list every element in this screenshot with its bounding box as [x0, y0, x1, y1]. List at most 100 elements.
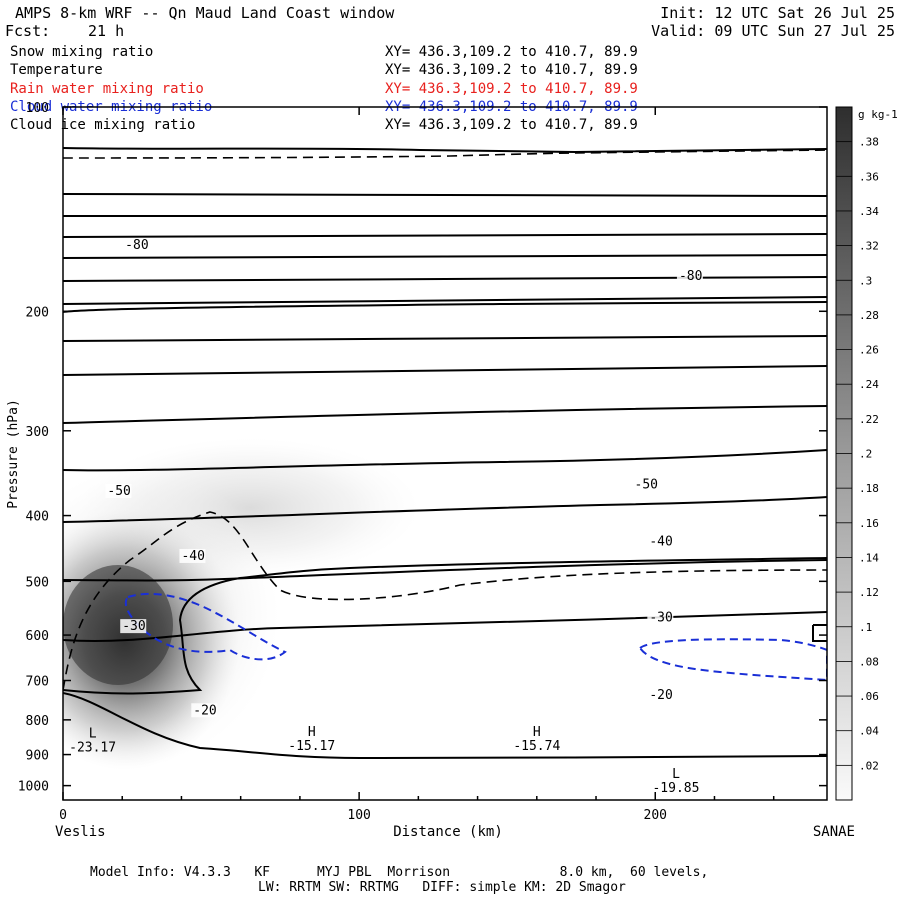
cloud-water-region-west [124, 592, 287, 661]
y-tick-label: 900 [26, 749, 49, 764]
y-axis-title: Pressure (hPa) [6, 399, 21, 509]
dashed-contour-upper [63, 149, 827, 159]
field-name-rain: Rain water mixing ratio [10, 81, 204, 97]
colorbar-units: g kg-1 [858, 108, 898, 121]
fcst-label: Fcst: [5, 22, 51, 40]
contour-label-bg [123, 238, 150, 253]
chart-title: AMPS 8-km WRF -- Qn Maud Land Coast wind… [15, 4, 395, 22]
isotherm [63, 496, 827, 523]
contour-label: -80 [125, 238, 148, 253]
contour-label-bg [647, 687, 674, 702]
contour-label: -40 [649, 535, 672, 550]
contour-label-bg [120, 619, 147, 634]
colorbar-tick-label: .06 [859, 690, 879, 703]
model-info-line1: Model Info: V4.3.3 KF MYJ PBL Morrison 8… [90, 865, 709, 880]
dashed-contour-ice-envelope [63, 511, 827, 691]
isotherm [63, 405, 827, 424]
isotherm [63, 193, 827, 197]
isotherm-minus-30 [63, 449, 827, 472]
x-axis-title: Distance (km) [393, 824, 503, 840]
field-xy-snow: XY= 436.3,109.2 to 410.7, 89.9 [385, 44, 638, 60]
isotherm [63, 276, 827, 282]
contour-label-bg [647, 610, 674, 625]
y-tick-label: 400 [26, 510, 49, 525]
snow-shade-maximum [63, 565, 173, 685]
y-tick-label: 600 [26, 629, 49, 644]
contour-label: -80 [679, 269, 702, 284]
extremum-marker: H [533, 725, 541, 740]
x-axis-ticks [62, 107, 775, 800]
contour-label: -20 [649, 688, 672, 703]
y-tick-label: 500 [26, 575, 49, 590]
extremum-marker: L [672, 767, 680, 782]
extremum-marker: L [89, 727, 97, 742]
contour-label: -20 [193, 703, 216, 718]
y-tick-label: 300 [26, 425, 49, 440]
cloud-water-region-east [638, 638, 827, 682]
colorbar-tick-label: .36 [859, 170, 879, 183]
fcst-value: 21 h [88, 22, 125, 40]
isotherm [63, 215, 827, 218]
field-name-snow: Snow mixing ratio [10, 44, 154, 60]
valid-time: Valid: 09 UTC Sun 27 Jul 25 [651, 22, 895, 40]
colorbar-ticks: .02 .04 .06 .08 .1 .12 .14 .16 .18 .2 .22 .24 .26 .28… [836, 136, 879, 772]
colorbar-tick-label: .22 [859, 413, 879, 426]
extrema-labels: L-23.17H-15.17H-15.74L-19.85 [69, 725, 699, 796]
contour-label: -30 [649, 610, 672, 625]
colorbar-tick-label: .3 [859, 274, 872, 287]
isotherm-minus-20 [63, 559, 827, 582]
field-xy-cloud-ice: XY= 436.3,109.2 to 410.7, 89.9 [385, 117, 638, 133]
contour-label-bg [632, 477, 659, 492]
contour-label: -50 [635, 478, 658, 493]
y-tick-label: 200 [26, 305, 49, 320]
colorbar-tick-label: .2 [859, 448, 872, 461]
mixing-ratio-dashed-contours [63, 149, 827, 691]
x-tick-label: 0 [59, 808, 67, 823]
isotherm-upper [63, 147, 827, 154]
field-name-temperature: Temperature [10, 62, 103, 78]
extremum-value: -15.17 [288, 739, 335, 754]
contour-label: -50 [107, 484, 130, 499]
isotherm-near-surface [63, 692, 827, 760]
colorbar-tick-label: .24 [859, 378, 879, 391]
colorbar-tick-label: .12 [859, 586, 879, 599]
isotherm [63, 254, 827, 259]
extremum-value: -15.74 [513, 739, 560, 754]
isotherm-minus-40 [63, 365, 827, 376]
colorbar-tick-label: .14 [859, 551, 879, 564]
colorbar-tick-label: .16 [859, 517, 879, 530]
colorbar-tick-label: .08 [859, 655, 879, 668]
colorbar-tick-label: .34 [859, 205, 879, 218]
contour-label-bg [676, 269, 703, 284]
x-axis-left-endpoint: Veslis [55, 824, 106, 840]
isotherm [63, 335, 827, 342]
colorbar-tick-label: .02 [859, 759, 879, 772]
x-axis-right-endpoint: SANAE [813, 824, 855, 840]
colorbar-tick-label: .28 [859, 309, 879, 322]
colorbar-tick-label: .26 [859, 344, 879, 357]
extremum-value: -19.85 [652, 781, 699, 796]
contour-label: -30 [122, 619, 145, 634]
temperature-contours [63, 147, 827, 760]
y-tick-label: 800 [26, 714, 49, 729]
extremum-value: -23.17 [69, 741, 116, 756]
x-axis-tick-labels: 0 100 200 [59, 808, 667, 823]
colorbar: .02 .04 .06 .08 .1 .12 .14 .16 .18 .2 .22 .24 .26 .28… [835, 106, 898, 801]
colorbar-tick-label: .38 [859, 136, 879, 149]
colorbar-tick-label: .1 [859, 621, 872, 634]
contour-label-bg [647, 534, 674, 549]
colorbar-tick-label: .18 [859, 482, 879, 495]
x-tick-label: 100 [347, 808, 370, 823]
contour-label-bg [179, 548, 206, 563]
y-tick-label: 700 [26, 675, 49, 690]
isotherm [63, 233, 827, 238]
init-time: Init: 12 UTC Sat 26 Jul 25 [660, 4, 895, 22]
cloud-water-contours [124, 592, 827, 682]
y-axis-tick-labels: 100 200 300 400 500 600 700 800 900 1000 [18, 101, 49, 795]
contour-label-bg [191, 703, 218, 718]
isotherm [63, 296, 827, 305]
model-info-line2: LW: RRTM SW: RRTMG DIFF: simple KM: 2D S… [258, 880, 626, 895]
contour-labels: -80 -80 -50 -50 -40 -40 -30 -30 -20 -20 [105, 238, 703, 718]
y-tick-label: 1000 [18, 780, 49, 795]
